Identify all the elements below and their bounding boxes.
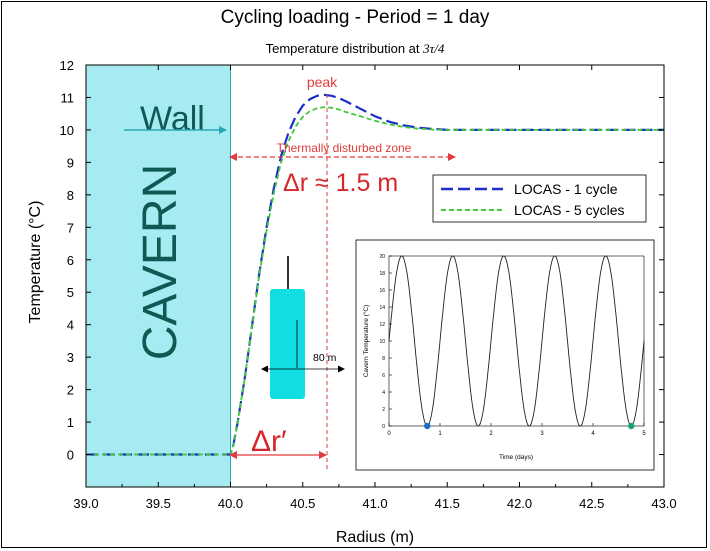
subtitle-text: Temperature distribution at xyxy=(265,41,424,56)
y-tick-label: 12 xyxy=(60,58,74,73)
inset-y-tick-label: 18 xyxy=(379,271,385,277)
y-tick-label: 4 xyxy=(67,318,74,333)
y-tick-label: 6 xyxy=(67,253,74,268)
chart-subtitle: Temperature distribution at 3τ/4 xyxy=(0,41,710,57)
inset-x-tick-label: 1 xyxy=(438,431,442,437)
cavern-region xyxy=(86,65,231,487)
y-tick-label: 1 xyxy=(67,415,74,430)
inset-y-tick-label: 16 xyxy=(379,288,385,294)
inset-y-tick-label: 14 xyxy=(379,305,385,311)
x-tick-label: 42.5 xyxy=(579,496,604,511)
x-tick-label: 39.0 xyxy=(73,496,98,511)
x-tick-label: 40.5 xyxy=(290,496,315,511)
y-tick-label: 5 xyxy=(67,285,74,300)
y-tick-label: 11 xyxy=(61,90,75,105)
inset-y-tick-label: 8 xyxy=(382,356,385,362)
inset-x-tick-label: 0 xyxy=(387,431,391,437)
legend-label-2: LOCAS - 5 cycles xyxy=(514,202,624,218)
inset-x-tick-label: 5 xyxy=(642,431,646,437)
inset-y-tick-label: 12 xyxy=(379,322,385,328)
y-tick-label: 8 xyxy=(67,188,74,203)
inset-box xyxy=(355,239,655,471)
y-tick-label: 10 xyxy=(60,123,74,138)
peak-label: peak xyxy=(307,74,338,90)
x-tick-label: 41.5 xyxy=(435,496,460,511)
series-line-2 xyxy=(86,106,664,456)
chart-title: Cycling loading - Period = 1 day xyxy=(220,7,490,28)
inset-x-tick-label: 3 xyxy=(540,431,544,437)
x-axis-title: Radius (m) xyxy=(336,529,414,546)
inset-series xyxy=(388,255,645,430)
y-axis-title: Temperature (°C) xyxy=(27,201,44,324)
y-tick-label: 0 xyxy=(67,448,74,463)
x-tick-label: 42.0 xyxy=(507,496,532,511)
delta-r-label: Δr ≈ 1.5 m xyxy=(283,169,398,197)
inset-y-tick-label: 20 xyxy=(379,254,385,260)
x-tick-label: 43.0 xyxy=(651,496,676,511)
inset-y-tick-label: 4 xyxy=(382,390,385,396)
inset-marker-2 xyxy=(628,422,635,430)
inset-xlabel: Time (days) xyxy=(499,454,533,461)
inset-series-line xyxy=(388,255,645,427)
annotations: Wall CAVERN peak Thermally disturbed zon… xyxy=(124,74,456,470)
series-layer xyxy=(86,93,664,456)
y-tick-label: 9 xyxy=(67,155,74,170)
inset-y-tick-label: 0 xyxy=(382,424,385,430)
cavern-layer xyxy=(86,65,231,487)
y-tick-label: 3 xyxy=(67,350,74,365)
legend-box xyxy=(432,174,647,223)
inset-y-tick-label: 2 xyxy=(382,407,385,413)
inset-x-tick-label: 2 xyxy=(489,431,493,437)
subtitle-math: 3τ/4 xyxy=(423,41,445,56)
y-tick-label: 2 xyxy=(67,383,74,398)
x-tick-label: 39.5 xyxy=(146,496,171,511)
cavern-label: CAVERN xyxy=(134,164,187,360)
x-tick-label: 41.0 xyxy=(362,496,387,511)
wall-label: Wall xyxy=(140,100,205,138)
x-tick-label: 40.0 xyxy=(218,496,243,511)
legend-label-1: LOCAS - 1 cycle xyxy=(514,181,618,197)
height-label: 80 m xyxy=(313,352,337,364)
axis-layer: 39.0 39.5 40.0 40.5 41.0 41.5 42.0 42.5 43.00123… xyxy=(60,58,677,511)
y-tick-label: 7 xyxy=(67,220,74,235)
zone-label: Thermally disturbed zone xyxy=(277,141,412,155)
legend: LOCAS - 1 cycle LOCAS - 5 cycles xyxy=(432,174,647,223)
delta-r-prime-label: Δr′ xyxy=(251,425,287,458)
inset-marker-1 xyxy=(424,422,431,430)
inset-x-tick-label: 4 xyxy=(591,431,595,437)
inset-y-tick-label: 6 xyxy=(382,373,385,379)
inset-ylabel: Cavern Temperature (°C) xyxy=(362,305,370,378)
cavern-shape-icon: 80 m xyxy=(261,256,345,399)
inset-y-tick-label: 10 xyxy=(379,339,385,345)
